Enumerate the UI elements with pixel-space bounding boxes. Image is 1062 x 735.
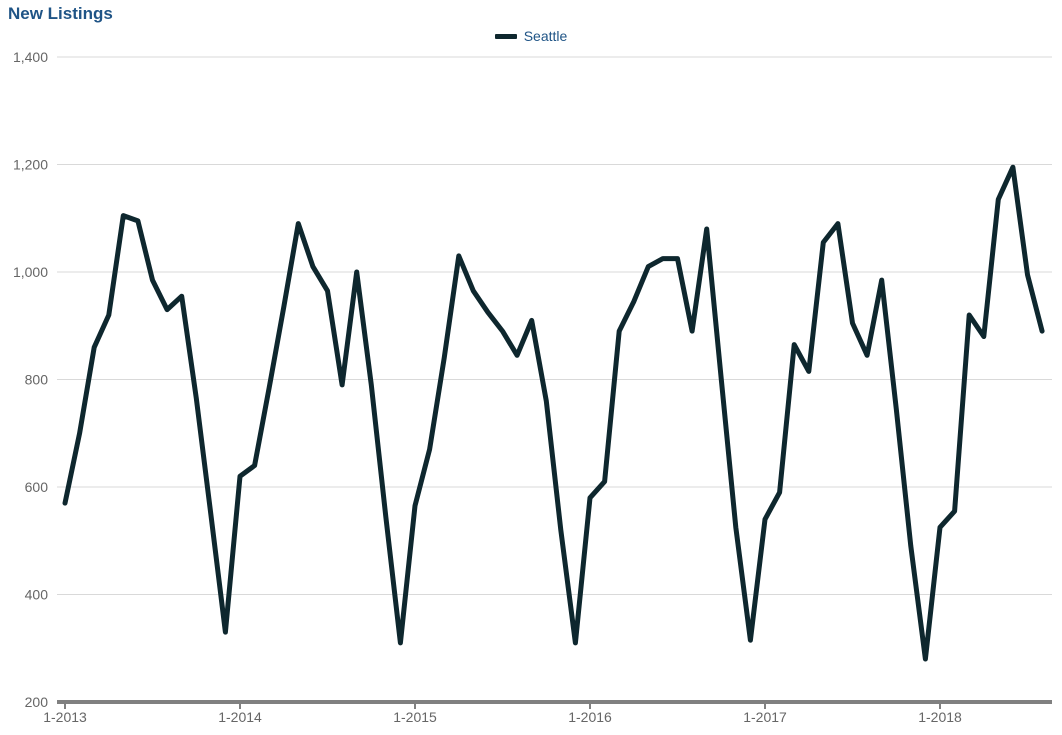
x-axis-tick	[414, 704, 416, 709]
legend: Seattle	[0, 28, 1062, 44]
x-axis-tick	[239, 704, 241, 709]
y-tick-label: 600	[25, 479, 49, 495]
x-tick-label: 1-2013	[43, 709, 87, 725]
x-tick-label: 1-2015	[393, 709, 437, 725]
y-tick-label: 800	[25, 372, 49, 388]
series-line-seattle	[62, 164, 1045, 662]
x-tick-label: 1-2017	[743, 709, 787, 725]
x-axis-tick	[64, 704, 66, 709]
legend-label-seattle: Seattle	[523, 28, 568, 44]
y-tick-label: 200	[25, 694, 49, 710]
x-axis-tick	[589, 704, 591, 709]
x-tick-label: 1-2014	[218, 709, 262, 725]
legend-swatch-seattle	[494, 33, 517, 39]
y-tick-label: 1,200	[13, 157, 48, 173]
y-tick-label: 400	[25, 587, 49, 603]
y-tick-label: 1,400	[13, 49, 48, 65]
x-tick-label: 1-2016	[568, 709, 612, 725]
x-tick-label: 1-2018	[918, 709, 962, 725]
x-axis-line	[57, 700, 1052, 704]
y-tick-label: 1,000	[13, 264, 48, 280]
chart-title: New Listings	[8, 4, 113, 23]
x-axis-tick	[764, 704, 766, 709]
x-axis-tick	[939, 704, 941, 709]
